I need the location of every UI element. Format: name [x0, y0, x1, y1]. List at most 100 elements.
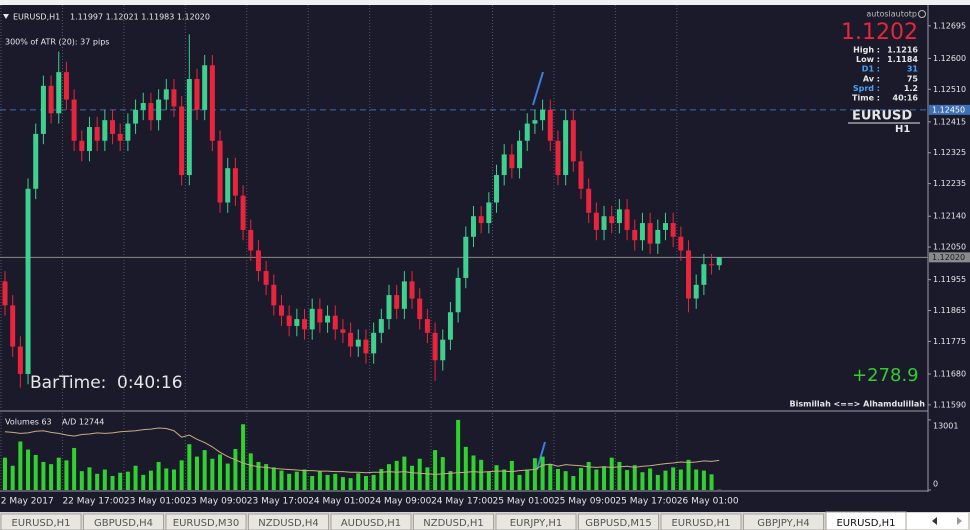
level-box	[929, 104, 970, 115]
candle-body	[117, 133, 123, 141]
candle-body	[632, 229, 638, 241]
volume-bar	[471, 455, 476, 490]
y-tick-label: 1.12235	[933, 179, 966, 188]
volume-bar	[325, 474, 330, 490]
volume-bar	[701, 470, 706, 490]
candle-body	[332, 315, 338, 330]
volume-bar	[41, 461, 46, 490]
scroll-right[interactable]	[957, 517, 962, 525]
tab-label[interactable]: GBPJPY,H4	[757, 518, 810, 529]
volume-bar	[625, 470, 630, 490]
tab-label[interactable]: EURUSD,H1	[11, 518, 70, 529]
candle-body	[186, 79, 192, 176]
tab-label[interactable]: NZDUSD,H4	[258, 518, 318, 529]
candle-body	[202, 65, 208, 110]
volume-bar	[241, 424, 246, 490]
volume-bar	[187, 444, 192, 490]
tab-label[interactable]: EURJPY,H1	[510, 518, 563, 529]
volume-bar	[156, 461, 161, 490]
symbol: EURUSD,H1	[13, 13, 60, 22]
candle-body	[616, 209, 622, 224]
volume-bar	[648, 468, 653, 490]
volume-bar	[371, 474, 376, 490]
candle-body	[348, 332, 354, 347]
volume-bar	[517, 474, 522, 490]
tab[interactable]	[413, 513, 494, 530]
volume-bar	[686, 459, 691, 490]
tab[interactable]	[0, 513, 82, 530]
candle-body	[432, 332, 438, 361]
candle-body	[156, 99, 162, 121]
y-tick-label: 1.11865	[933, 306, 966, 315]
tab-label[interactable]: AUDUSD,H1	[341, 518, 401, 529]
tab[interactable]	[248, 513, 329, 530]
info-value: 40:16	[893, 94, 919, 103]
candle-body	[48, 85, 54, 114]
tab-label[interactable]: GBPUSD,M15	[585, 518, 652, 529]
candle-body	[570, 120, 576, 162]
volume-bar	[302, 469, 307, 490]
panel-period: H1	[895, 124, 910, 135]
volume-bar	[202, 450, 207, 490]
candle-body	[401, 281, 407, 309]
candle-body	[501, 154, 507, 176]
candle-body	[509, 154, 515, 169]
candle-body	[194, 79, 200, 110]
trendline	[536, 441, 546, 471]
tab-label[interactable]: GBPUSD,H4	[94, 518, 153, 529]
tab[interactable]	[660, 513, 742, 530]
volume-bar	[563, 471, 568, 490]
menu-arrow[interactable]	[3, 14, 9, 19]
volume-bar	[333, 473, 338, 490]
candle-body	[86, 127, 92, 152]
volume-bar	[410, 465, 415, 490]
candle-body	[586, 188, 592, 213]
candle-body	[655, 229, 661, 244]
y-tick-label: 1.12050	[933, 243, 966, 252]
candle-body	[232, 168, 238, 196]
volume-bar	[210, 458, 215, 490]
candle-body	[709, 264, 715, 266]
volume-bar	[609, 457, 614, 490]
tab[interactable]	[165, 513, 247, 530]
volume-bar	[579, 467, 583, 490]
volume-bar	[256, 461, 261, 490]
tab[interactable]	[578, 513, 659, 530]
volume-bar	[33, 454, 38, 490]
scroll-left[interactable]	[932, 517, 937, 525]
level-label: 1.12450	[932, 105, 965, 114]
tab[interactable]	[743, 513, 824, 530]
candle-body	[33, 133, 39, 189]
tab[interactable]	[495, 513, 577, 530]
candle-body	[455, 277, 461, 313]
candle-body	[278, 305, 284, 316]
candle-body	[693, 284, 699, 299]
y-tick-label: 1.12510	[933, 85, 966, 94]
close-icon[interactable]	[918, 10, 926, 18]
volume-bar	[264, 464, 269, 490]
volume-bar	[141, 474, 146, 490]
x-tick-label: 24 May 09:00	[370, 497, 432, 507]
y-tick-label: 1.11775	[933, 337, 966, 346]
volume-bar	[655, 474, 660, 490]
y-tick-label: 1.12325	[933, 148, 966, 157]
volume-bar	[663, 470, 668, 490]
candle-body	[102, 120, 108, 141]
candle-body	[486, 202, 492, 224]
tab[interactable]	[83, 513, 164, 530]
volume-bar	[678, 469, 683, 490]
tab-label[interactable]: EURUSD,M30	[173, 518, 239, 529]
candle-body	[309, 308, 315, 330]
volume-bar	[148, 470, 153, 490]
info-value: 1.2	[904, 84, 918, 93]
volume-bar	[463, 446, 468, 490]
tab-label[interactable]: EURUSD,H1	[836, 518, 895, 529]
tab-label[interactable]: EURUSD,H1	[671, 518, 730, 529]
volume-bar	[102, 469, 107, 490]
candle-body	[540, 109, 546, 121]
tab-label[interactable]: NZDUSD,H1	[423, 518, 483, 529]
tab[interactable]	[330, 513, 412, 530]
tab[interactable]	[825, 511, 907, 530]
candle-body	[601, 216, 607, 230]
